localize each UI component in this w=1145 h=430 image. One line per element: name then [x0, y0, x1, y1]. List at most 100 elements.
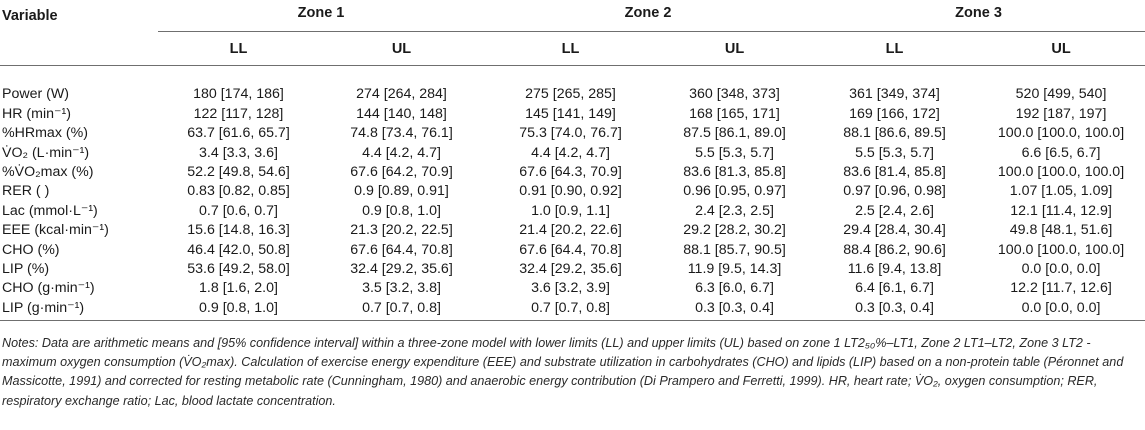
table-cell: 0.0 [0.0, 0.0] — [1021, 261, 1101, 278]
zone-2-label: Zone 2 — [624, 4, 672, 21]
table-cell: 6.6 [6.5, 6.7] — [1021, 144, 1101, 161]
table-cell: 122 [117, 128] — [193, 105, 284, 122]
table-row: V̇O₂ (L·min⁻¹) 3.4 [3.3, 3.6] 4.4 [4.2, 4.… — [0, 144, 1145, 163]
table-cell: 6.4 [6.1, 6.7] — [855, 280, 934, 297]
table-cell: 67.6 [64.2, 70.9] — [350, 164, 453, 181]
table-cell: 0.9 [0.89, 0.91] — [354, 183, 449, 200]
zone-2-ul-header: UL — [724, 40, 745, 57]
table-row: CHO (%) 46.4 [42.0, 50.8] 67.6 [64.4, 70.8… — [0, 241, 1145, 260]
table-cell: 87.5 [86.1, 89.0] — [683, 125, 786, 142]
table-cell: 63.7 [61.6, 65.7] — [187, 125, 290, 142]
table-cell: 46.4 [42.0, 50.8] — [187, 241, 290, 258]
table-cell: 74.8 [73.4, 76.1] — [350, 125, 453, 142]
row-variable-label: %HRmax (%) — [2, 125, 88, 142]
table-row: %HRmax (%) 63.7 [61.6, 65.7] 74.8 [73.4, 7… — [0, 124, 1145, 143]
zone-1-ul-header: UL — [391, 40, 412, 57]
table-cell: 4.4 [4.2, 4.7] — [362, 144, 441, 161]
table-cell: 0.9 [0.8, 1.0] — [362, 202, 441, 219]
table-cell: 0.0 [0.0, 0.0] — [977, 298, 1145, 322]
zone-2-header: Zone 2 — [484, 0, 813, 32]
table-cell: 168 [165, 171] — [689, 105, 780, 122]
zone-2-ll-header: LL — [561, 40, 580, 57]
table-cell: 21.3 [20.2, 22.5] — [350, 222, 453, 239]
table-cell: 12.2 [11.7, 12.6] — [1010, 280, 1112, 297]
table-cell: 49.8 [48.1, 51.6] — [1009, 222, 1113, 239]
table-cell: 52.2 [49.8, 54.6] — [187, 164, 290, 181]
table-cell: 32.4 [29.2, 35.6] — [519, 261, 622, 278]
table-cell: 169 [166, 172] — [849, 105, 940, 122]
row-variable-label: RER ( ) — [2, 183, 50, 200]
row-variable-label: %V̇O₂max (%) — [2, 164, 94, 181]
table-row: CHO (g·min⁻¹) 1.8 [1.6, 2.0] 3.5 [3.2, 3.8… — [0, 279, 1145, 298]
table-cell: 15.6 [14.8, 16.3] — [187, 222, 290, 239]
table-cell: 0.7 [0.6, 0.7] — [199, 202, 278, 219]
table-cell: 145 [141, 149] — [525, 105, 616, 122]
table-cell: 2.5 [2.4, 2.6] — [855, 202, 934, 219]
table-cell: 3.4 [3.3, 3.6] — [199, 144, 278, 161]
table-cell: 2.4 [2.3, 2.5] — [695, 202, 774, 219]
table-cell: 275 [265, 285] — [525, 86, 616, 103]
table-notes: Notes: Data are arithmetic means and [95… — [2, 336, 1124, 408]
table-cell: 67.6 [64.4, 70.8] — [350, 241, 453, 258]
zone-1-ll-header: LL — [229, 40, 248, 57]
table-cell: 75.3 [74.0, 76.7] — [519, 125, 622, 142]
table-cell: 0.7 [0.7, 0.8] — [319, 298, 485, 322]
table-cell: 180 [174, 186] — [193, 86, 284, 103]
table-row: Lac (mmol·L⁻¹) 0.7 [0.6, 0.7] 0.9 [0.8, 1.… — [0, 202, 1145, 221]
row-variable-label: Power (W) — [2, 86, 69, 103]
table-cell: 29.2 [28.2, 30.2] — [683, 222, 786, 239]
table-cell: 53.6 [49.2, 58.0] — [187, 261, 290, 278]
table-cell: 0.96 [0.95, 0.97] — [683, 183, 786, 200]
table-cell: 88.1 [86.6, 89.5] — [843, 125, 946, 142]
table-cell: 0.97 [0.96, 0.98] — [843, 183, 946, 200]
table-cell: 0.7 [0.7, 0.8] — [484, 298, 658, 322]
table-cell: 0.91 [0.90, 0.92] — [519, 183, 622, 200]
table-cell: 100.0 [100.0, 100.0] — [997, 125, 1125, 142]
table-cell: 67.6 [64.4, 70.8] — [519, 241, 622, 258]
table-row: RER ( ) 0.83 [0.82, 0.85] 0.9 [0.89, 0.91]… — [0, 182, 1145, 201]
row-variable-label: LIP (g·min⁻¹) — [0, 298, 158, 322]
row-variable-label: EEE (kcal·min⁻¹) — [2, 222, 109, 239]
row-variable-label: V̇O₂ (L·min⁻¹) — [2, 144, 90, 161]
results-table: Variable Zone 1 Zone 2 Zone 3 LL UL LL U… — [0, 0, 1145, 322]
row-variable-label: CHO (%) — [2, 241, 60, 258]
table-cell: 11.9 [9.5, 14.3] — [687, 261, 782, 278]
table-cell: 83.6 [81.4, 85.8] — [843, 164, 946, 181]
table-cell: 0.3 [0.3, 0.4] — [657, 298, 813, 322]
table-cell: 4.4 [4.2, 4.7] — [531, 144, 610, 161]
table-cell: 88.1 [85.7, 90.5] — [683, 241, 786, 258]
row-variable-label: LIP (%) — [2, 261, 50, 278]
zone-3-ll-header: LL — [885, 40, 904, 57]
table-cell: 32.4 [29.2, 35.6] — [350, 261, 453, 278]
zone-3-ul-header: UL — [1051, 40, 1071, 57]
table-cell: 5.5 [5.3, 5.7] — [695, 144, 774, 161]
table-row: %V̇O₂max (%) 52.2 [49.8, 54.6] 67.6 [64.2,… — [0, 163, 1145, 182]
table-cell: 67.6 [64.3, 70.9] — [519, 164, 622, 181]
table-row: LIP (g·min⁻¹) 0.9 [0.8, 1.0] 0.7 [0.7, 0.8… — [0, 298, 1145, 322]
table-cell: 29.4 [28.4, 30.4] — [843, 222, 946, 239]
table-cell: 144 [140, 148] — [356, 105, 447, 122]
table-cell: 0.83 [0.82, 0.85] — [187, 183, 290, 200]
table-cell: 192 [187, 197] — [1015, 105, 1107, 122]
table-row: HR (min⁻¹) 122 [117, 128] 144 [140, 148] 14… — [0, 105, 1145, 124]
table-cell: 1.8 [1.6, 2.0] — [199, 280, 278, 297]
table-cell: 274 [264, 284] — [356, 86, 447, 103]
spacer-row — [0, 66, 1145, 86]
table-cell: 83.6 [81.3, 85.8] — [683, 164, 786, 181]
table-cell: 11.6 [9.4, 13.8] — [847, 261, 942, 278]
table-cell: 5.5 [5.3, 5.7] — [855, 144, 934, 161]
variable-header: Variable — [2, 7, 58, 24]
table-cell: 6.3 [6.0, 6.7] — [695, 280, 774, 297]
limit-header-row: LL UL LL UL LL UL — [0, 32, 1145, 66]
table-row: LIP (%) 53.6 [49.2, 58.0] 32.4 [29.2, 35.6… — [0, 260, 1145, 279]
table-cell: 1.07 [1.05, 1.09] — [1009, 183, 1113, 200]
table-cell: 21.4 [20.2, 22.6] — [519, 222, 622, 239]
table-cell: 88.4 [86.2, 90.6] — [843, 241, 946, 258]
table-body: Power (W) 180 [174, 186] 274 [264, 284] 275… — [0, 66, 1145, 322]
table-cell: 100.0 [100.0, 100.0] — [997, 164, 1125, 181]
row-variable-label: CHO (g·min⁻¹) — [2, 280, 95, 297]
table-cell: 0.3 [0.3, 0.4] — [812, 298, 978, 322]
table-row: Power (W) 180 [174, 186] 274 [264, 284] 275… — [0, 85, 1145, 104]
variable-header-blank — [0, 32, 158, 66]
